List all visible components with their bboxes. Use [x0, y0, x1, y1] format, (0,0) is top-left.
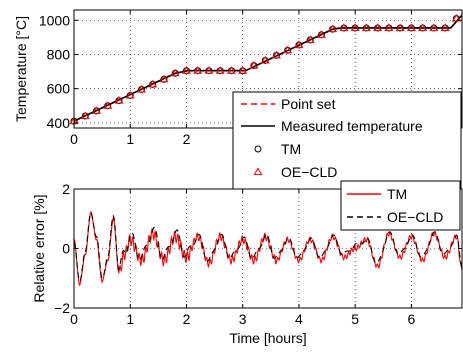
error-series-line — [73, 211, 463, 282]
oe-cld-marker — [148, 79, 158, 88]
y-tick-label: 2 — [62, 181, 70, 197]
legend-label: Measured temperature — [281, 118, 423, 134]
x-tick-label: 1 — [126, 311, 134, 327]
y-tick-label: 400 — [47, 115, 71, 131]
oe-cld-marker — [350, 23, 360, 31]
x-tick-label: 2 — [183, 311, 191, 327]
legend-swatch-oe-cld — [253, 167, 263, 175]
oe-cld-marker — [305, 35, 315, 43]
x-tick-label: 3 — [239, 311, 247, 327]
oe-cld-marker — [271, 50, 281, 59]
y-tick-label: 1000 — [39, 12, 70, 28]
oe-cld-marker — [204, 66, 214, 74]
x-tick-label: 5 — [351, 311, 359, 327]
legend-swatch-tm — [254, 145, 262, 153]
legend-label: Point set — [281, 96, 336, 112]
oe-cld-marker — [260, 55, 270, 64]
oe-cld-marker — [339, 23, 349, 31]
legend-label: OE−CLD — [387, 209, 443, 225]
oe-cld-marker — [418, 23, 428, 31]
oe-cld-marker — [181, 66, 191, 74]
x-axis-label: Time [hours] — [229, 330, 306, 346]
legend-box — [340, 180, 461, 231]
oe-cld-marker — [137, 84, 146, 93]
oe-cld-marker — [328, 24, 338, 33]
oe-cld-marker — [316, 30, 326, 38]
x-tick-label: 1 — [126, 131, 134, 147]
y-axis-label: Temperature [°C] — [13, 16, 29, 122]
y-tick-label: −2 — [54, 300, 70, 316]
oe-cld-marker — [440, 23, 450, 31]
oe-cld-marker — [193, 66, 203, 74]
legend-label: TM — [387, 186, 407, 202]
oe-cld-marker — [249, 60, 259, 69]
oe-cld-marker — [103, 101, 113, 109]
oe-cld-marker — [170, 68, 180, 77]
x-tick-label: 6 — [407, 311, 415, 327]
legend-label: OE−CLD — [281, 164, 337, 180]
y-tick-label: 0 — [62, 241, 70, 257]
oe-cld-marker — [395, 23, 405, 31]
oe-cld-marker — [92, 106, 101, 114]
x-tick-label: 2 — [183, 131, 191, 147]
x-tick-label: 0 — [70, 311, 78, 327]
oe-cld-marker — [451, 13, 461, 22]
y-tick-label: 600 — [47, 81, 71, 97]
oe-cld-marker — [159, 74, 169, 83]
oe-cld-marker — [373, 23, 383, 31]
legend-label: TM — [281, 141, 301, 157]
x-tick-label: 4 — [295, 311, 303, 327]
oe-cld-marker — [114, 96, 124, 104]
oe-cld-marker — [238, 66, 248, 74]
oe-cld-marker — [406, 23, 416, 31]
oe-cld-marker — [125, 90, 135, 99]
oe-cld-marker — [361, 23, 371, 31]
y-tick-label: 800 — [47, 46, 71, 62]
oe-cld-marker — [429, 23, 439, 31]
temperature-chart: 01234564006008001000Temperature [°C]Poin… — [13, 9, 463, 190]
x-tick-label: 0 — [70, 131, 78, 147]
oe-cld-marker — [384, 23, 394, 31]
oe-cld-marker — [80, 111, 90, 120]
legend-box — [232, 91, 462, 190]
oe-cld-marker — [294, 40, 304, 49]
oe-cld-marker — [226, 66, 236, 74]
oe-cld-marker — [215, 66, 225, 74]
y-axis-label: Relative error [%] — [31, 194, 47, 302]
oe-cld-marker — [283, 45, 293, 54]
